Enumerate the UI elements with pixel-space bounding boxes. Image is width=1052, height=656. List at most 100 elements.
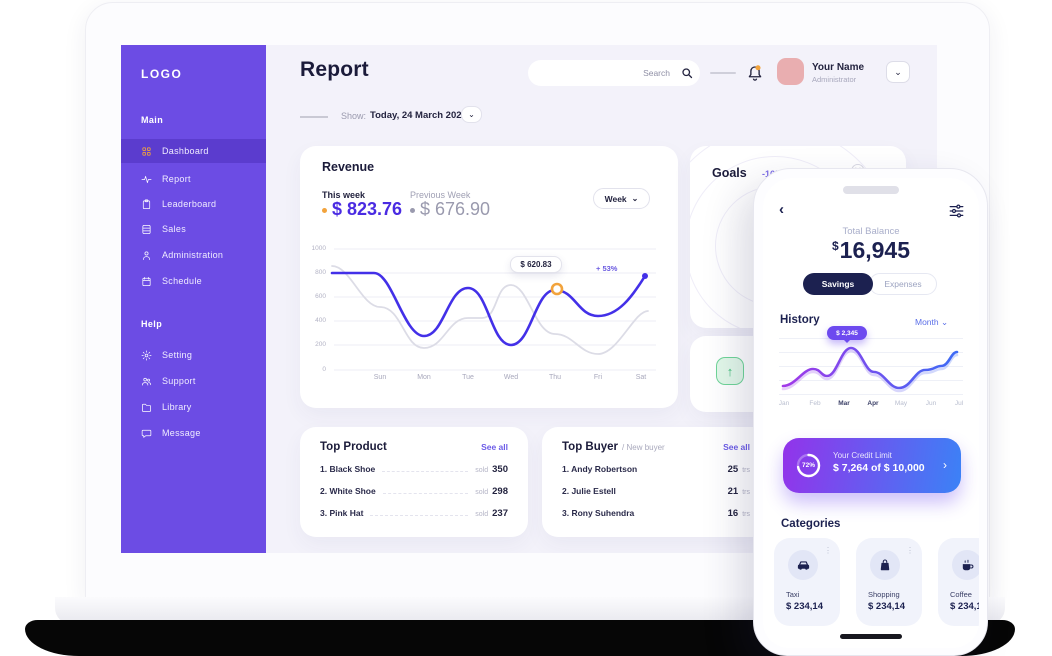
- buyer-name: 3. Rony Suhendra: [562, 508, 635, 518]
- period-dropdown[interactable]: Week ⌄: [593, 188, 650, 209]
- category-card-shopping[interactable]: ⋮ Shopping $ 234,14: [856, 538, 922, 626]
- sold-label: sold: [475, 489, 489, 496]
- notification-bell-button[interactable]: [746, 63, 764, 83]
- total-balance-label: Total Balance: [842, 226, 900, 237]
- history-line: [781, 346, 959, 393]
- credit-limit-card[interactable]: 72% Your Credit Limit $ 7,264 of $ 10,00…: [783, 438, 961, 493]
- people-icon: [142, 377, 151, 386]
- x-tick: Fri: [593, 374, 603, 381]
- phone-device: ‹ Total Balance $16,945 Savings Expenses…: [753, 168, 988, 656]
- top-product-title: Top Product: [320, 441, 387, 453]
- balance-tabs: Savings Expenses: [803, 273, 937, 295]
- previous-week-line: [331, 265, 649, 355]
- back-button[interactable]: ‹: [779, 202, 784, 217]
- month-tick: Feb: [809, 400, 821, 407]
- credit-percent: 72%: [801, 462, 815, 469]
- dotted-leader: [382, 471, 469, 472]
- taxi-icon: [797, 560, 809, 570]
- previous-week-dot: [410, 208, 415, 213]
- top-buyer-see-all[interactable]: See all: [723, 442, 750, 452]
- x-tick: Wed: [503, 374, 519, 381]
- x-tick: Thu: [548, 374, 562, 381]
- logo: LOGO: [141, 67, 183, 81]
- product-row: 2. White Shoe sold 298: [320, 486, 508, 497]
- revenue-chart: [330, 248, 656, 371]
- category-name: Coffee: [950, 590, 972, 599]
- clipboard-icon: [142, 199, 151, 209]
- buyer-row: 2. Julie Estell 21 trs: [562, 486, 750, 497]
- sidebar-item-support[interactable]: Support: [121, 369, 266, 393]
- more-options-icon[interactable]: ⋮: [906, 546, 914, 555]
- top-buyer-title: Top Buyer: [562, 441, 619, 453]
- tab-savings[interactable]: Savings: [803, 273, 873, 295]
- avatar[interactable]: [777, 58, 804, 85]
- top-product-see-all[interactable]: See all: [481, 442, 508, 452]
- sidebar-item-report[interactable]: Report: [121, 167, 266, 191]
- category-card-taxi[interactable]: ⋮ Taxi $ 234,14: [774, 538, 840, 626]
- sidebar-item-message[interactable]: Message: [121, 421, 266, 445]
- month-tick: Jun: [925, 400, 937, 407]
- chart-tooltip: $ 620.83: [510, 256, 562, 273]
- top-buyer-card: Top Buyer / New buyer See all 1. Andy Ro…: [542, 427, 770, 537]
- sidebar-item-label: Library: [162, 402, 192, 412]
- show-divider: [300, 116, 328, 118]
- revenue-card: Revenue This week $ 823.76 Previous Week…: [300, 146, 678, 408]
- sidebar-item-schedule[interactable]: Schedule: [121, 269, 266, 293]
- tab-expenses[interactable]: Expenses: [869, 273, 937, 295]
- sidebar-item-administration[interactable]: Administration: [121, 243, 266, 267]
- category-amount: $ 234,14: [950, 601, 979, 612]
- category-icon-wrap: [952, 550, 979, 580]
- home-indicator[interactable]: [840, 634, 902, 639]
- dotted-leader: [370, 515, 469, 516]
- history-title: History: [780, 314, 820, 326]
- product-value: 298: [492, 486, 508, 497]
- category-icon-wrap: [870, 550, 900, 580]
- phone-screen: ‹ Total Balance $16,945 Savings Expenses…: [763, 178, 979, 648]
- highlight-point: [550, 282, 564, 296]
- user-menu-button[interactable]: ⌄: [886, 61, 910, 83]
- sidebar-item-label: Leaderboard: [162, 199, 217, 209]
- dashboard-icon: [142, 146, 151, 156]
- category-name: Shopping: [868, 590, 900, 599]
- sidebar-item-sales[interactable]: Sales: [121, 217, 266, 241]
- credit-limit-amount: $ 7,264 of $ 10,000: [833, 462, 925, 474]
- credit-progress-ring: [796, 453, 821, 478]
- search-icon[interactable]: [681, 67, 693, 79]
- product-name: 3. Pink Hat: [320, 508, 364, 518]
- month-tick: Jul: [954, 400, 964, 407]
- top-product-card: Top Product See all 1. Black Shoe sold 3…: [300, 427, 528, 537]
- chevron-right-icon: ›: [943, 458, 947, 472]
- sidebar-item-setting[interactable]: Setting: [121, 343, 266, 367]
- calendar-icon: [142, 276, 151, 286]
- page-title: Report: [300, 58, 369, 81]
- search-input[interactable]: [528, 60, 700, 86]
- month-tick: Mar: [838, 400, 850, 407]
- sidebar-item-library[interactable]: Library: [121, 395, 266, 419]
- coffee-cup-icon: [962, 559, 973, 570]
- sidebar-item-leaderboard[interactable]: Leaderboard: [121, 192, 266, 216]
- chevron-down-icon: ⌄: [941, 317, 949, 327]
- more-options-icon[interactable]: ⋮: [824, 546, 832, 555]
- this-week-line: [330, 271, 647, 347]
- sidebar-item-label: Support: [162, 376, 196, 386]
- buyer-value: 16: [727, 508, 739, 519]
- end-point: [642, 273, 648, 279]
- month-tick: May: [894, 400, 908, 407]
- sidebar-item-label: Message: [162, 428, 201, 438]
- chart-delta-label: + 53%: [596, 264, 618, 273]
- filter-button[interactable]: [949, 204, 964, 218]
- sidebar-item-dashboard[interactable]: Dashboard: [121, 139, 266, 163]
- category-card-coffee[interactable]: ⋮ Coffee $ 234,14: [938, 538, 979, 626]
- category-amount: $ 234,14: [868, 601, 905, 612]
- arrow-up-button[interactable]: ↑: [716, 357, 744, 385]
- database-icon: [142, 224, 151, 234]
- show-date-value: Today, 24 March 2020: [370, 110, 467, 121]
- y-tick: 200: [315, 341, 326, 348]
- date-dropdown-button[interactable]: ⌄: [461, 106, 482, 123]
- categories-title: Categories: [781, 518, 841, 530]
- sold-label: sold: [475, 511, 489, 518]
- sidebar-item-label: Report: [162, 174, 191, 184]
- this-week-value: $ 823.76: [332, 199, 403, 219]
- history-period-dropdown[interactable]: Month ⌄: [915, 317, 949, 327]
- history-chart: Jan Feb Mar Apr May Jun Jul: [779, 336, 963, 412]
